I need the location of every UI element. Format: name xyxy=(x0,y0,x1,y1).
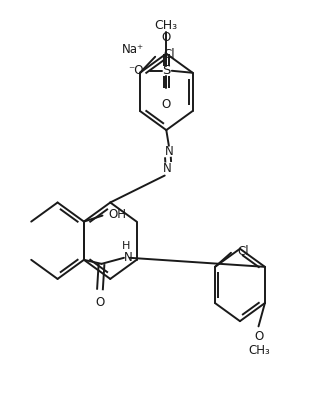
Text: CH₃: CH₃ xyxy=(155,19,178,32)
Text: N: N xyxy=(165,145,174,158)
Text: O: O xyxy=(162,31,171,44)
Text: Cl: Cl xyxy=(237,245,249,258)
Text: O: O xyxy=(162,98,171,111)
Text: CH₃: CH₃ xyxy=(248,345,270,358)
Text: N: N xyxy=(163,162,172,175)
Text: O: O xyxy=(95,296,105,309)
Text: O: O xyxy=(255,330,264,343)
Text: Na⁺: Na⁺ xyxy=(121,43,144,56)
Text: N: N xyxy=(124,252,133,264)
Text: S: S xyxy=(162,64,170,77)
Text: Cl: Cl xyxy=(163,48,175,61)
Text: ⁻O: ⁻O xyxy=(128,64,144,77)
Text: OH: OH xyxy=(108,208,126,221)
Text: H: H xyxy=(122,241,130,251)
